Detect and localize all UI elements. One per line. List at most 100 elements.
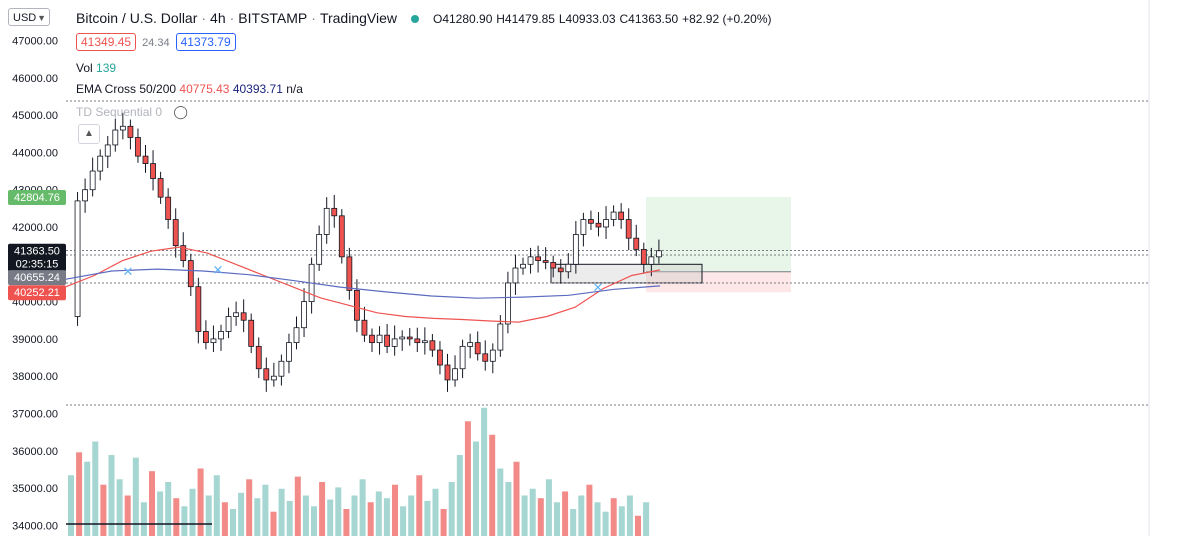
candle-body	[316, 234, 323, 265]
cross-marker: ✕	[123, 265, 134, 280]
collapse-legend-button[interactable]: ▲	[78, 124, 100, 144]
price-tag-target	[8, 189, 66, 205]
volume-bar	[383, 498, 390, 536]
candle-body	[618, 211, 625, 220]
candle-body	[172, 219, 179, 247]
volume-bar	[594, 502, 601, 536]
candle-body	[135, 137, 141, 157]
volume-bar	[116, 479, 123, 536]
candle-body	[542, 260, 549, 263]
candle-body	[180, 245, 187, 261]
volume-bar	[578, 495, 585, 536]
volume-bar	[586, 484, 593, 536]
source-label: TradingView	[319, 10, 397, 26]
volume-bar	[537, 498, 544, 536]
volume-bar	[424, 500, 431, 536]
volume-bar	[513, 461, 520, 536]
candle-body	[580, 219, 587, 235]
volume-bar	[602, 511, 609, 536]
candle-body	[104, 144, 111, 157]
volume-bar	[416, 475, 423, 536]
candle-body	[444, 364, 451, 381]
vol-value: 139	[96, 61, 117, 75]
candle-body	[406, 336, 413, 340]
candle-body	[572, 234, 579, 265]
y-tick-label: 42000.00	[12, 222, 58, 234]
candle-body	[89, 170, 96, 191]
y-tick-label: 34000.00	[12, 520, 58, 532]
eye-hidden-icon[interactable]: ◯	[173, 104, 188, 119]
volume-legend[interactable]: Vol 139	[76, 61, 116, 75]
ohlc-close: C41363.50	[619, 12, 679, 26]
candle-body	[74, 200, 81, 317]
spread-value: 24.34	[142, 37, 170, 49]
candle-body	[278, 360, 285, 377]
ask-price-button[interactable]: 41373.79	[175, 33, 236, 51]
candle-body	[263, 368, 270, 381]
volume-bar	[408, 495, 415, 536]
volume-bar	[278, 488, 285, 536]
candle-body	[187, 260, 194, 288]
candle-body	[459, 345, 466, 370]
candle-body	[255, 345, 262, 370]
candle-body	[467, 342, 474, 347]
chevron-down-icon: ▼	[37, 13, 46, 23]
interval-label[interactable]: 4h	[210, 10, 226, 26]
quote-row: 41349.45 24.34 41373.79	[76, 33, 236, 51]
td-sequential-legend[interactable]: TD Sequential 0 ◯	[76, 104, 188, 120]
candle-body	[421, 340, 428, 344]
candle-body	[210, 338, 217, 344]
y-tick-label: 35000.00	[12, 483, 58, 495]
volume-bar	[359, 479, 366, 536]
volume-bar	[481, 407, 488, 536]
volume-bar	[173, 498, 180, 536]
ema50-line	[65, 246, 661, 323]
candle-body	[240, 312, 247, 321]
candle-body	[361, 319, 368, 336]
volume-bar	[213, 475, 220, 536]
volume-bar	[610, 498, 617, 536]
candle-body	[588, 219, 594, 224]
volume-bar	[286, 500, 293, 536]
candle-body	[157, 178, 164, 198]
volume-bar	[448, 482, 455, 536]
candle-body	[82, 189, 88, 202]
volume-bar	[294, 476, 301, 536]
candle-body	[150, 163, 156, 179]
candle-body	[376, 334, 383, 344]
candle-body	[550, 262, 557, 269]
volume-bar	[254, 498, 261, 536]
ohlc-high: H41479.85	[496, 12, 555, 26]
candle-body	[165, 196, 172, 220]
profit-zone[interactable]	[646, 196, 791, 272]
price-tag-text-ema50: 40655.24	[14, 272, 60, 284]
volume-bar	[157, 491, 164, 536]
volume-bar	[618, 506, 625, 536]
candle-body	[127, 125, 134, 138]
ohlc-change: +82.92 (+0.20%)	[682, 12, 772, 26]
volume-bar	[205, 495, 212, 536]
ema-extra-value: n/a	[286, 82, 303, 96]
volume-bar	[456, 455, 463, 536]
range-box[interactable]	[550, 263, 703, 284]
candle-body	[557, 267, 564, 273]
candle-body	[353, 290, 360, 321]
candle-body	[656, 250, 662, 258]
loss-zone[interactable]	[646, 271, 791, 293]
ema200-line	[65, 268, 661, 299]
candle-body	[504, 282, 511, 325]
symbol-name[interactable]: Bitcoin / U.S. Dollar	[76, 10, 198, 26]
currency-select[interactable]: USD ▼	[8, 8, 50, 26]
volume-bar	[302, 495, 309, 536]
vol-label: Vol	[76, 61, 93, 75]
bid-price-button[interactable]: 41349.45	[76, 33, 137, 51]
volume-bar	[100, 484, 107, 536]
horizontal-lines	[66, 100, 1149, 406]
volume-bars	[66, 407, 650, 536]
ema200-value: 40393.71	[232, 82, 283, 96]
volume-bar	[246, 479, 253, 536]
y-tick-label: 36000.00	[12, 446, 58, 458]
volume-bar	[335, 487, 342, 536]
ema-legend[interactable]: EMA Cross 50/200 40775.43 40393.71 n/a	[76, 82, 303, 96]
